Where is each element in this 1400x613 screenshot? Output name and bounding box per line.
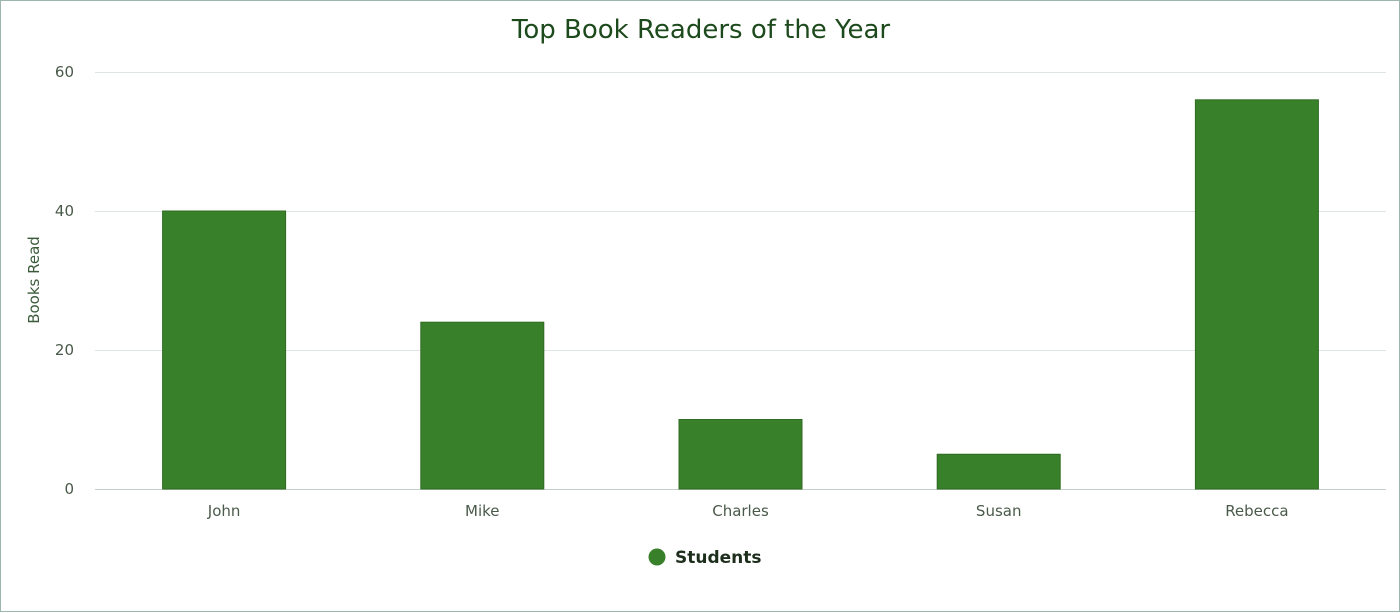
legend[interactable]: Students xyxy=(648,548,762,568)
x-tick-label-mike: Mike xyxy=(465,502,500,520)
x-tick-label-susan: Susan xyxy=(976,502,1022,520)
x-axis-ticks: John Mike Charles Susan Rebecca xyxy=(207,502,1289,520)
bar-charles[interactable] xyxy=(678,419,803,490)
y-tick-label: 60 xyxy=(55,63,74,81)
legend-swatch-students xyxy=(648,548,666,566)
y-tick-label: 0 xyxy=(64,480,74,498)
y-axis-ticks: 0 20 40 60 xyxy=(55,63,74,498)
bar-mike[interactable] xyxy=(420,321,545,490)
bar-john[interactable] xyxy=(162,210,287,490)
bar-series xyxy=(162,99,1319,490)
x-tick-label-john: John xyxy=(207,502,241,520)
chart-title: Top Book Readers of the Year xyxy=(511,15,891,45)
x-tick-label-charles: Charles xyxy=(712,502,769,520)
y-axis-title: Books Read xyxy=(25,236,43,324)
legend-label-students[interactable]: Students xyxy=(675,548,762,568)
bar-rebecca[interactable] xyxy=(1194,99,1319,490)
x-tick-label-rebecca: Rebecca xyxy=(1225,502,1288,520)
y-tick-label: 40 xyxy=(55,202,74,220)
bar-susan[interactable] xyxy=(936,453,1061,490)
y-tick-label: 20 xyxy=(55,341,74,359)
